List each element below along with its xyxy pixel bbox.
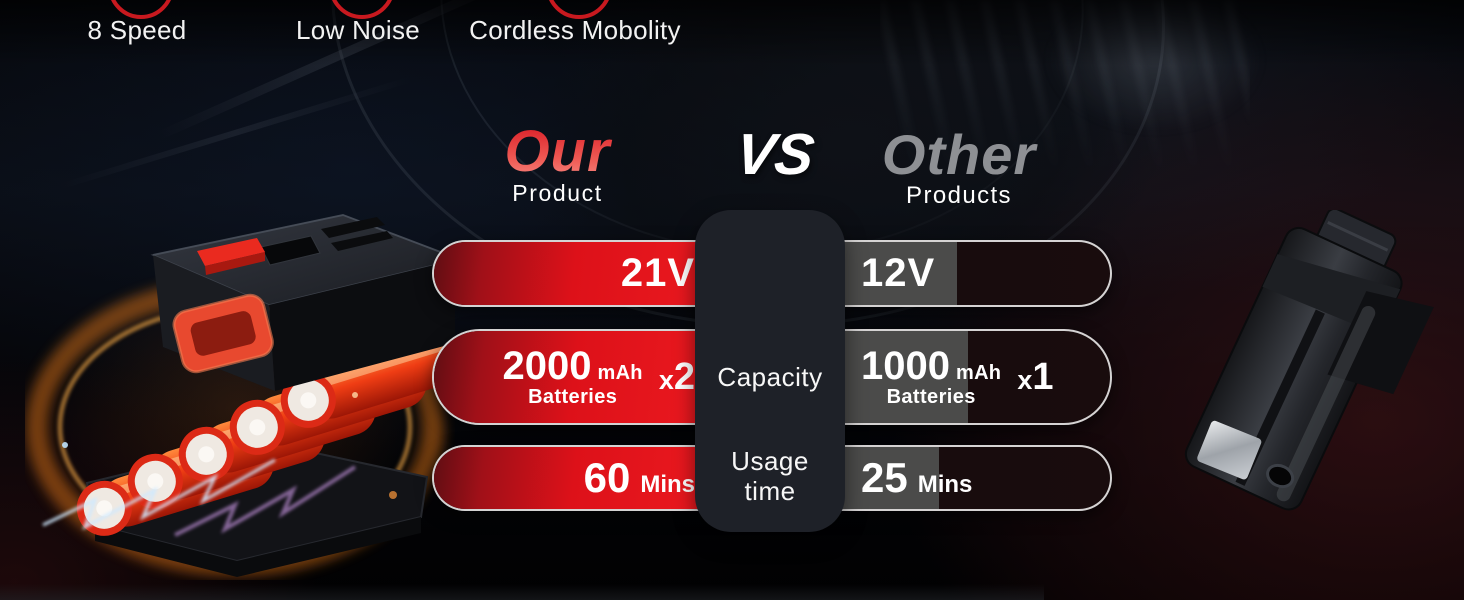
our-usage-amount: 60 [583,454,631,501]
our-product-subtitle: Product [512,180,603,206]
other-products-subtitle: Products [906,182,1012,209]
multiplier-x: x [1017,364,1033,395]
multiplier-count: 2 [673,355,695,398]
other-voltage-cell: 12V [847,242,1104,305]
top-vignette [0,0,1464,66]
other-capacity-cell: 1000 mAh Batteries x 1 [847,331,1104,423]
usage-label-line1: Usage [731,446,809,476]
our-usage-cell: 60 Mins [434,447,713,509]
our-side-fill [434,242,746,305]
other-side-fill [829,242,957,305]
our-battery-illustration [26,213,455,577]
other-capacity-unit: mAh [955,362,1002,385]
feature-label: 8 Speed [87,15,187,45]
our-product-title: Our [430,118,685,185]
our-capacity-amount: 2000 [502,344,592,389]
our-voltage-value: 21V [620,251,695,295]
our-side-fill [434,331,746,423]
feature-label: Low Noise [295,15,421,45]
our-capacity-word: Batteries [528,386,618,409]
feature-label: Cordless Mobolity [469,15,681,45]
multiplier-x: x [658,364,674,395]
other-side-fill [829,447,939,509]
our-usage-unit: Mins [640,471,695,498]
other-usage-amount: 25 [861,454,908,501]
category-capacity-label: Capacity [717,362,823,392]
other-usage-unit: Mins [917,471,973,498]
other-products-title: Other [881,123,1037,186]
other-side-fill [829,331,968,423]
our-side-fill [434,447,746,509]
usage-label-line2: time [744,476,796,506]
our-capacity-cell: 2000 mAh Batteries x 2 [434,331,707,423]
our-capacity-unit: mAh [597,362,643,385]
floor-shadow-line [0,584,1044,600]
other-capacity-amount: 1000 [861,344,950,389]
other-battery-illustration [1184,210,1434,511]
feature-item-noise: Low Noise [258,0,458,52]
multiplier-count: 1 [1032,355,1054,398]
other-capacity-multiplier: x 1 [1017,356,1053,399]
other-capacity-word: Batteries [886,386,976,409]
comparison-category-panel: Capacity Usage time [695,210,845,532]
other-voltage-value: 12V [861,251,936,295]
feature-item-speed: 8 Speed [37,0,237,52]
our-capacity-multiplier: x 2 [659,356,695,399]
feature-item-cordless: Cordless Mobolity [455,0,695,52]
other-usage-cell: 25 Mins [847,447,1104,509]
category-usage-label: Usage time [695,446,845,506]
our-voltage-cell: 21V [434,242,713,305]
